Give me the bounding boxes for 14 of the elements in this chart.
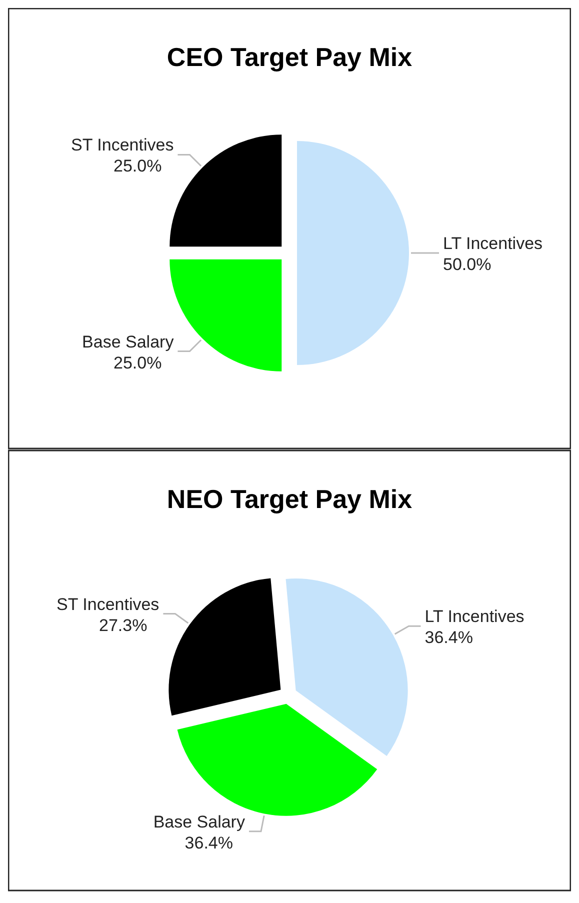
slice-label: Base Salary [82,332,174,352]
slice-label: LT Incentives [443,234,543,253]
chart-title: NEO Target Pay Mix [166,484,413,514]
slice-label: Base Salary [153,812,246,832]
data-label: 25.0% [114,353,162,372]
slice-label: LT Incentives [424,607,524,626]
data-label: 36.4% [424,628,473,648]
slice-label: ST Incentives [56,594,160,614]
slice-label: ST Incentives [71,136,174,155]
data-label: 27.3% [98,616,148,635]
data-label: 36.4% [184,833,233,852]
data-label: 25.0% [114,156,162,176]
data-label: 50.0% [443,255,492,274]
chart-title: CEO Target Pay Mix [166,42,413,72]
